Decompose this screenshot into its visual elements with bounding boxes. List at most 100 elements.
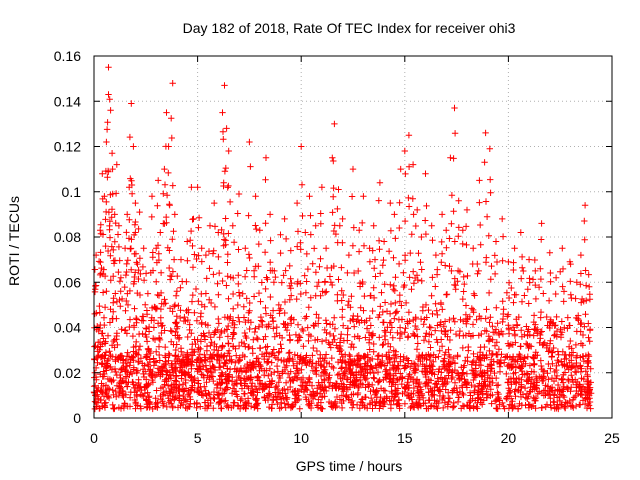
data-point — [127, 245, 135, 252]
data-point — [388, 324, 396, 331]
data-point — [120, 404, 128, 412]
data-point — [271, 267, 278, 275]
data-point — [263, 274, 270, 281]
data-point — [148, 193, 156, 200]
data-point — [230, 330, 238, 337]
data-point — [556, 397, 563, 405]
data-point — [99, 360, 106, 367]
data-point — [386, 354, 393, 361]
data-point — [553, 313, 560, 321]
data-point — [217, 379, 225, 386]
data-point — [97, 249, 104, 256]
data-point — [105, 91, 112, 98]
data-point — [432, 283, 439, 290]
data-point — [483, 306, 490, 313]
data-point — [276, 390, 284, 398]
data-point — [169, 268, 177, 275]
data-point — [116, 371, 124, 379]
data-point — [354, 389, 362, 397]
data-point — [376, 405, 383, 412]
data-point — [398, 373, 406, 381]
data-point — [347, 343, 355, 351]
data-point — [345, 359, 352, 366]
data-point — [579, 353, 586, 360]
data-point — [272, 273, 279, 281]
data-point — [370, 340, 377, 348]
data-point — [210, 247, 217, 254]
data-point — [123, 363, 131, 370]
data-point — [390, 254, 397, 261]
data-point — [469, 321, 477, 328]
data-point — [585, 353, 593, 360]
data-point — [585, 271, 592, 278]
data-point — [329, 338, 336, 346]
data-point — [270, 325, 277, 332]
data-point — [547, 269, 554, 277]
y-tick-label: 0.1 — [62, 184, 82, 200]
data-point — [564, 314, 571, 321]
data-point — [184, 316, 191, 324]
data-point — [513, 322, 521, 329]
data-point — [411, 331, 418, 339]
data-point — [470, 290, 478, 297]
data-point — [193, 400, 200, 408]
data-point — [381, 281, 388, 288]
data-point — [512, 364, 520, 371]
data-point — [122, 368, 129, 375]
data-point — [115, 268, 122, 276]
data-point — [243, 267, 250, 274]
data-point — [225, 230, 232, 237]
data-point — [231, 399, 238, 406]
data-point — [449, 387, 457, 394]
data-point — [478, 330, 485, 338]
data-point — [242, 318, 249, 326]
data-point — [155, 177, 162, 184]
data-point — [256, 227, 263, 234]
data-point — [518, 367, 526, 375]
data-point — [211, 303, 219, 311]
data-point — [483, 388, 490, 395]
data-point — [312, 269, 320, 276]
data-point — [499, 215, 506, 223]
data-point — [481, 343, 488, 351]
data-point — [434, 266, 441, 273]
data-point — [124, 301, 132, 309]
data-point — [305, 304, 312, 311]
data-point — [185, 403, 192, 410]
data-point — [586, 283, 593, 290]
chart-title: Day 182 of 2018, Rate Of TEC Index for r… — [183, 20, 516, 36]
data-point — [166, 202, 173, 209]
data-point — [317, 351, 324, 358]
data-point — [131, 305, 138, 312]
data-point — [561, 369, 569, 376]
data-point — [222, 360, 229, 367]
data-point — [157, 229, 164, 236]
data-point — [491, 369, 498, 377]
data-point — [232, 359, 239, 366]
data-point — [191, 251, 198, 258]
data-point — [538, 236, 545, 243]
data-point — [254, 389, 261, 396]
data-point — [387, 300, 395, 308]
data-point — [110, 405, 117, 412]
data-point — [398, 302, 405, 309]
data-point — [371, 265, 378, 272]
data-point — [325, 398, 333, 406]
data-point — [414, 392, 422, 399]
data-point — [261, 353, 268, 360]
data-point — [370, 284, 377, 291]
data-point — [401, 400, 409, 407]
data-point — [265, 372, 272, 379]
data-point — [551, 387, 559, 394]
data-point — [435, 353, 442, 360]
data-point — [286, 331, 293, 339]
data-point — [142, 301, 149, 308]
data-point — [382, 368, 389, 375]
data-point — [207, 334, 214, 341]
data-point — [479, 391, 486, 398]
data-point — [277, 399, 285, 406]
data-point — [380, 341, 387, 348]
data-point — [547, 385, 554, 392]
data-point — [355, 369, 363, 376]
data-point — [94, 359, 101, 366]
